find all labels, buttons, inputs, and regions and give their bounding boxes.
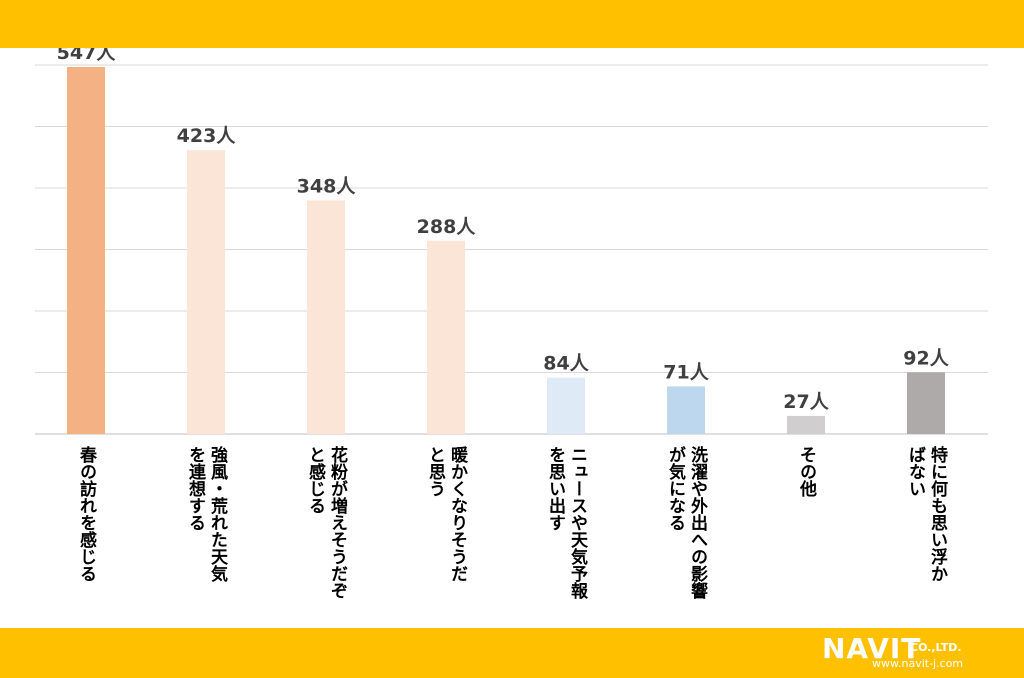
bar <box>67 67 105 434</box>
bar <box>907 372 945 434</box>
category-label: 洗濯や外出への影響 <box>687 445 708 599</box>
bar <box>187 150 225 434</box>
bar <box>427 240 465 434</box>
category-label: と感じる <box>305 446 326 514</box>
data-label: 547人 <box>57 48 117 64</box>
category-label: ニュースや天気予報 <box>567 446 589 600</box>
category-label: を思い出す <box>545 446 566 531</box>
bar <box>307 200 345 434</box>
logo-wordmark: NAVIT <box>822 632 922 665</box>
category-label: ばない <box>905 446 925 497</box>
data-label: 84人 <box>543 353 589 375</box>
data-label: 71人 <box>663 361 709 383</box>
category-label: 特に何も思い浮か <box>927 445 948 582</box>
category-label: その他 <box>796 446 818 497</box>
data-label: 27人 <box>783 391 829 413</box>
category-label: 暖かくなりそうだ <box>447 445 468 582</box>
category-label: 春の訪れを感じる <box>76 445 97 582</box>
category-label: 花粉が増えそうだぞ <box>327 445 348 599</box>
data-label: 423人 <box>177 125 237 147</box>
data-label: 348人 <box>297 176 357 198</box>
navit-logo: NAVIT CO.,LTD. www.navit-j.com <box>822 632 1012 674</box>
bar <box>667 386 705 434</box>
logo-url: www.navit-j.com <box>872 657 964 670</box>
category-label: を連想する <box>185 446 206 531</box>
data-label: 92人 <box>903 347 949 369</box>
category-label: と思う <box>425 446 446 497</box>
category-label: 強風・荒れた天気 <box>207 445 229 583</box>
bar <box>787 415 825 434</box>
data-label: 288人 <box>417 216 477 238</box>
header-band <box>0 0 1024 48</box>
footer-band <box>0 628 1024 678</box>
bar <box>547 377 585 434</box>
logo-company: CO.,LTD. <box>910 641 962 654</box>
category-label: が気になる <box>665 445 687 531</box>
